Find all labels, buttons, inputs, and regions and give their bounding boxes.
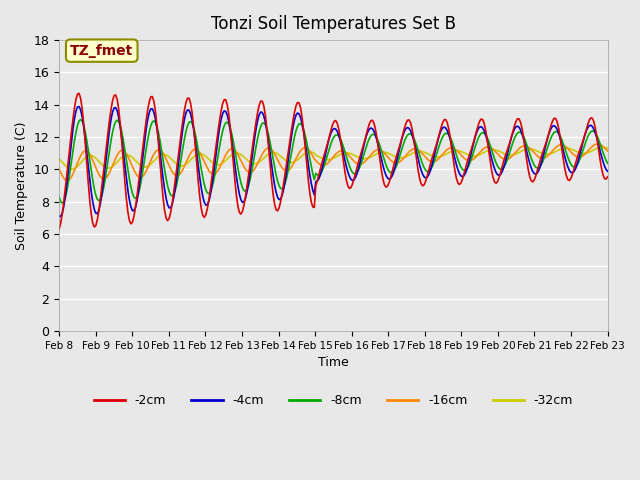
-2cm	[604, 174, 611, 180]
-16cm	[248, 169, 255, 175]
-8cm	[55, 194, 63, 200]
-8cm	[250, 160, 257, 166]
X-axis label: Time: Time	[318, 356, 349, 369]
-16cm	[55, 166, 63, 171]
-16cm	[63, 178, 70, 183]
-2cm	[220, 97, 228, 103]
Line: -16cm: -16cm	[59, 144, 607, 180]
-8cm	[58, 200, 66, 206]
-16cm	[575, 154, 582, 160]
-16cm	[124, 154, 132, 159]
-4cm	[250, 146, 257, 152]
-32cm	[599, 144, 607, 150]
-4cm	[125, 197, 133, 203]
-16cm	[239, 161, 246, 167]
Line: -2cm: -2cm	[59, 93, 607, 229]
-4cm	[298, 121, 306, 127]
-4cm	[222, 108, 230, 114]
-32cm	[55, 156, 63, 162]
-2cm	[75, 90, 83, 96]
-2cm	[124, 209, 132, 215]
-4cm	[240, 199, 248, 204]
-2cm	[55, 226, 63, 232]
-8cm	[576, 156, 584, 161]
-4cm	[604, 168, 611, 174]
-8cm	[77, 117, 84, 122]
Legend: -2cm, -4cm, -8cm, -16cm, -32cm: -2cm, -4cm, -8cm, -16cm, -32cm	[88, 389, 578, 412]
-32cm	[248, 160, 255, 166]
-16cm	[604, 148, 611, 154]
-8cm	[125, 177, 133, 182]
-8cm	[604, 160, 611, 166]
-2cm	[239, 208, 246, 214]
-32cm	[297, 154, 305, 160]
-4cm	[75, 104, 83, 109]
-32cm	[575, 149, 582, 155]
-32cm	[68, 167, 76, 172]
Line: -4cm: -4cm	[59, 107, 607, 216]
Line: -32cm: -32cm	[59, 147, 607, 169]
-2cm	[297, 105, 305, 110]
-8cm	[240, 188, 248, 193]
-16cm	[220, 155, 228, 161]
-16cm	[593, 141, 601, 147]
Title: Tonzi Soil Temperatures Set B: Tonzi Soil Temperatures Set B	[211, 15, 456, 33]
-2cm	[575, 151, 582, 156]
Text: TZ_fmet: TZ_fmet	[70, 44, 133, 58]
-4cm	[57, 214, 65, 219]
-32cm	[220, 159, 228, 165]
-32cm	[239, 153, 246, 158]
Line: -8cm: -8cm	[59, 120, 607, 203]
Y-axis label: Soil Temperature (C): Soil Temperature (C)	[15, 121, 28, 250]
-4cm	[576, 151, 584, 156]
-2cm	[248, 150, 255, 156]
-8cm	[298, 122, 306, 128]
-16cm	[297, 148, 305, 154]
-4cm	[55, 213, 63, 219]
-8cm	[222, 120, 230, 126]
-32cm	[604, 145, 611, 151]
-32cm	[124, 152, 132, 158]
